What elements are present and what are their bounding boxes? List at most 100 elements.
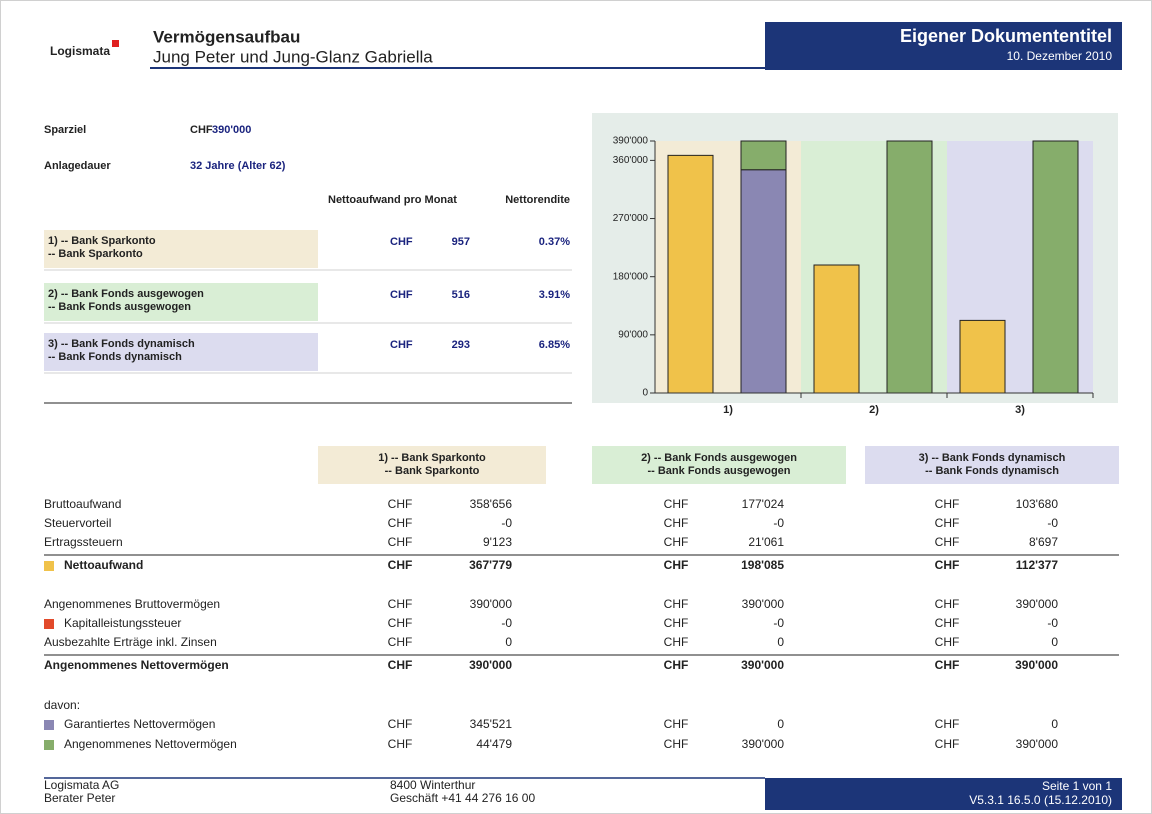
cell-value: 8'697 — [1029, 535, 1058, 549]
footer-text: Seite 1 von 1 — [1042, 779, 1112, 793]
footer-text: 8400 Winterthur — [390, 778, 475, 792]
cell-value: 390'000 — [1016, 597, 1059, 611]
column-header: 1) -- Bank Sparkonto — [378, 452, 486, 464]
row-label: Bruttoaufwand — [44, 497, 121, 511]
column-header: -- Bank Sparkonto — [385, 465, 480, 477]
cell-value: 112'377 — [1016, 558, 1059, 572]
cell-value: -0 — [773, 516, 784, 530]
legend-swatch — [44, 561, 54, 571]
y-tick-label: 270'000 — [613, 213, 649, 224]
y-tick-label: 90'000 — [618, 329, 648, 340]
rate: 6.85% — [539, 339, 570, 351]
currency: CHF — [664, 658, 689, 672]
cell-value: -0 — [501, 616, 512, 630]
cell-value: -0 — [773, 616, 784, 630]
cell-value: 390'000 — [742, 597, 785, 611]
row-name: -- Bank Fonds dynamisch — [48, 351, 182, 363]
cell-value: 21'061 — [748, 535, 784, 549]
cell-value: 390'000 — [470, 597, 513, 611]
amount: 293 — [452, 339, 470, 351]
row-label: Ertragssteuern — [44, 535, 123, 549]
row-label: Nettoaufwand — [64, 558, 143, 572]
cell-value: 345'521 — [470, 717, 513, 731]
column-header: 2) -- Bank Fonds ausgewogen — [641, 452, 797, 464]
column-header: -- Bank Fonds ausgewogen — [647, 465, 790, 477]
row-label: Ausbezahlte Erträge inkl. Zinsen — [44, 635, 217, 649]
currency: CHF — [935, 497, 960, 511]
cell-value: -0 — [1047, 516, 1058, 530]
footer-box — [765, 778, 1122, 810]
cell-value: 0 — [777, 717, 784, 731]
currency: CHF — [935, 535, 960, 549]
y-tick-label: 180'000 — [613, 271, 649, 282]
currency: CHF — [935, 597, 960, 611]
value: 32 Jahre (Alter 62) — [190, 160, 286, 172]
currency: CHF — [388, 497, 413, 511]
title-box — [765, 22, 1122, 70]
column-header: 3) -- Bank Fonds dynamisch — [919, 452, 1066, 464]
cell-value: 390'000 — [1016, 737, 1059, 751]
currency: CHF — [664, 616, 689, 630]
cell-value: 177'024 — [742, 497, 785, 511]
bar — [1032, 140, 1079, 394]
cell-value: 390'000 — [1015, 658, 1058, 672]
legend-swatch — [44, 740, 54, 750]
currency: CHF — [388, 558, 413, 572]
value: 390'000 — [212, 124, 251, 136]
currency: CHF — [388, 658, 413, 672]
currency: CHF — [390, 339, 413, 351]
currency: CHF — [388, 717, 413, 731]
cell-value: -0 — [501, 516, 512, 530]
bar — [959, 319, 1006, 394]
currency: CHF — [935, 558, 960, 572]
currency: CHF — [664, 497, 689, 511]
amount: 516 — [452, 289, 470, 301]
cell-value: 0 — [1051, 635, 1058, 649]
currency: CHF — [935, 516, 960, 530]
x-tick-label: 2) — [869, 404, 879, 416]
row-label: davon: — [44, 698, 80, 712]
row-label: Angenommenes Bruttovermögen — [44, 597, 220, 611]
currency: CHF — [390, 289, 413, 301]
cell-value: 103'680 — [1016, 497, 1059, 511]
row-band — [44, 333, 318, 371]
rate: 0.37% — [539, 236, 570, 248]
currency: CHF — [935, 737, 960, 751]
cell-value: 390'000 — [741, 658, 784, 672]
label: Anlagedauer — [44, 160, 111, 172]
column-header: Nettorendite — [505, 194, 570, 206]
currency: CHF — [664, 535, 689, 549]
cell-value: 358'656 — [470, 497, 513, 511]
currency: CHF — [664, 717, 689, 731]
row-label: Steuervorteil — [44, 516, 111, 530]
currency: CHF — [388, 616, 413, 630]
currency: CHF — [390, 236, 413, 248]
column-header-band — [865, 446, 1119, 484]
currency: CHF — [388, 635, 413, 649]
currency: CHF — [664, 558, 689, 572]
x-tick-label: 3) — [1015, 404, 1025, 416]
bar — [886, 140, 933, 394]
footer-text: V5.3.1 16.5.0 (15.12.2010) — [969, 793, 1112, 807]
rate: 3.91% — [539, 289, 570, 301]
cell-value: 0 — [505, 635, 512, 649]
bar — [813, 264, 860, 394]
amount: 957 — [452, 236, 470, 248]
date: 10. Dezember 2010 — [1007, 49, 1113, 63]
row-label: Garantiertes Nettovermögen — [64, 717, 215, 731]
row-name: 3) -- Bank Fonds dynamisch — [48, 338, 195, 350]
footer-text: Geschäft +41 44 276 16 00 — [390, 791, 535, 805]
currency: CHF — [935, 616, 960, 630]
currency: CHF — [664, 635, 689, 649]
cell-value: 44'479 — [476, 737, 512, 751]
row-name: 2) -- Bank Fonds ausgewogen — [48, 288, 204, 300]
row-name: -- Bank Sparkonto — [48, 248, 143, 260]
currency: CHF — [664, 516, 689, 530]
title: Vermögensaufbau — [153, 27, 300, 46]
row-name: -- Bank Fonds ausgewogen — [48, 301, 191, 313]
cell-value: 9'123 — [483, 535, 512, 549]
currency: CHF — [388, 597, 413, 611]
column-header-band — [592, 446, 846, 484]
cell-value: 390'000 — [469, 658, 512, 672]
cell-value: 0 — [777, 635, 784, 649]
